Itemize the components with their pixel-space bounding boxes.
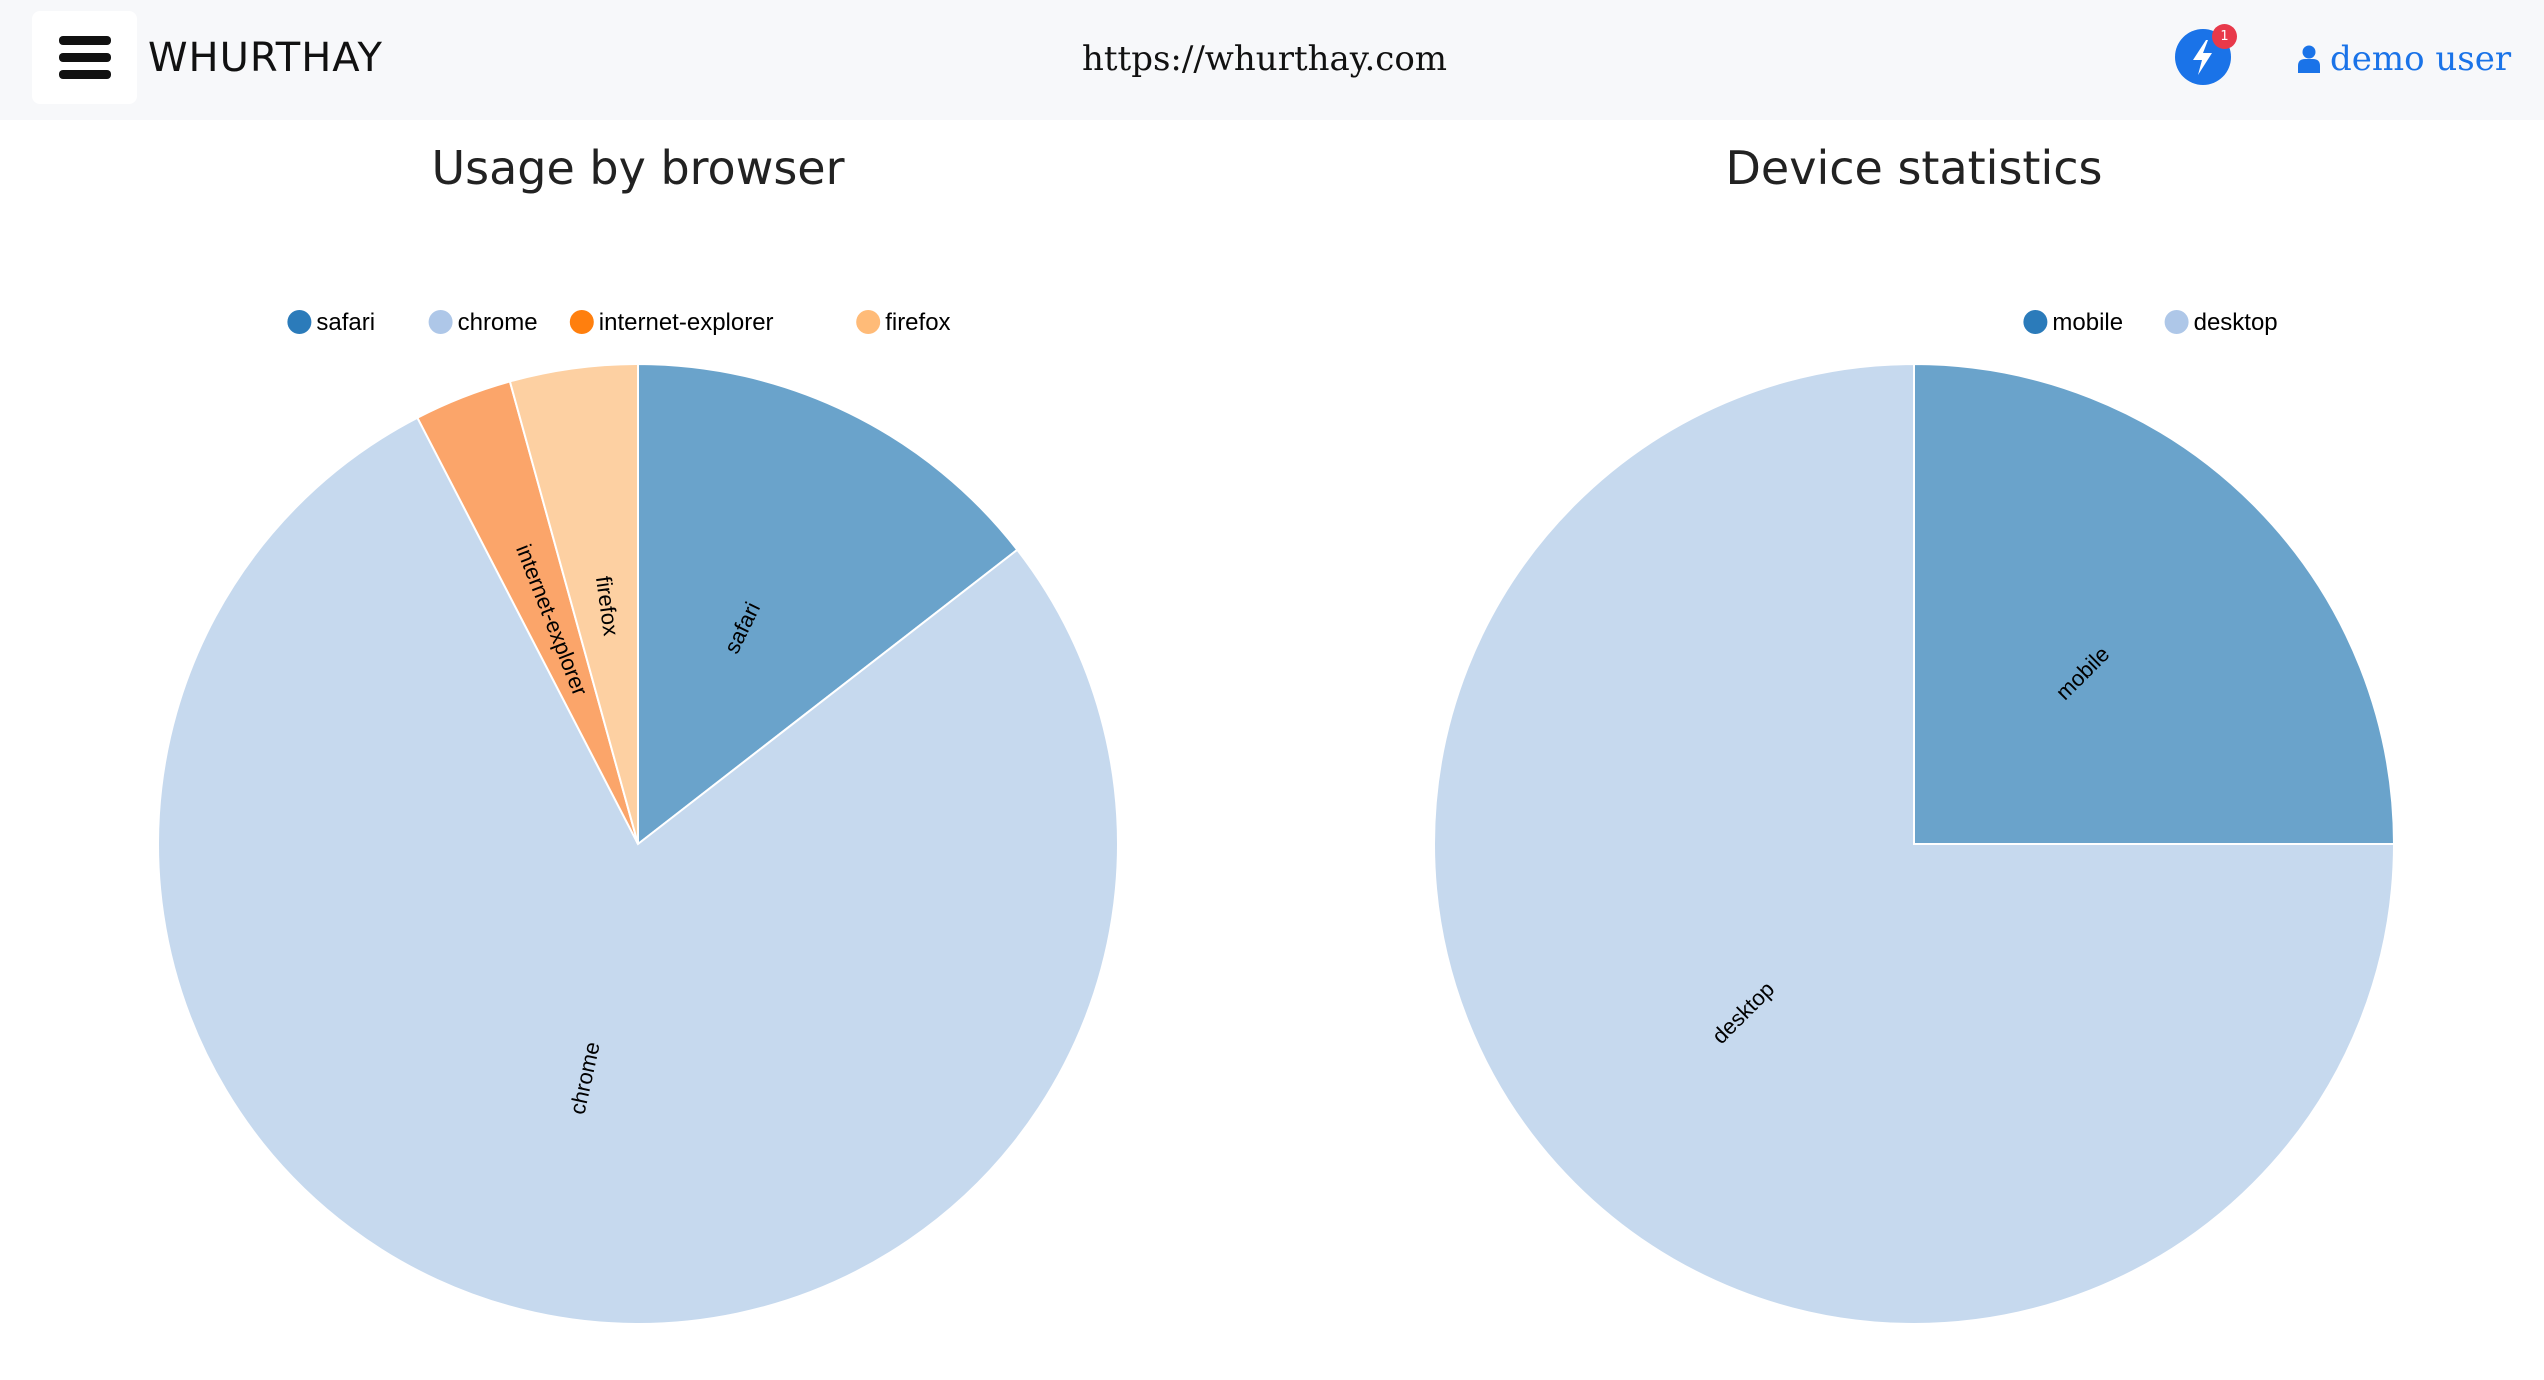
legend-item-mobile[interactable]: mobile (2023, 309, 2123, 336)
hamburger-icon (59, 36, 111, 45)
user-name-label: demo user (2330, 39, 2512, 79)
legend-item-internet-explorer[interactable]: internet-explorer (569, 309, 774, 336)
pie-slice-chrome[interactable] (157, 416, 1119, 1325)
legend-label-desktop: desktop (2194, 309, 2278, 336)
site-url-text: https://whurthay.com (1082, 39, 1448, 79)
legend-item-chrome[interactable]: chrome (428, 309, 538, 336)
legend-swatch-chrome (428, 310, 453, 334)
legend-item-desktop[interactable]: desktop (2164, 309, 2278, 336)
pie-slice-desktop[interactable] (1433, 362, 2396, 1325)
user-icon (2298, 45, 2320, 73)
legend-swatch-firefox (856, 310, 881, 334)
legend-item-firefox[interactable]: firefox (856, 309, 951, 336)
hamburger-menu-button[interactable] (32, 11, 137, 104)
legend-label-firefox: firefox (885, 309, 950, 336)
legend-swatch-internet-explorer (569, 310, 594, 334)
legend-swatch-mobile (2023, 310, 2048, 334)
pie-slice-firefox[interactable] (508, 362, 639, 845)
pie-legend: mobile desktop (2023, 309, 2278, 336)
legend-label-safari: safari (316, 309, 375, 336)
chart-title-device-statistics: Device statistics (1725, 141, 2103, 195)
legend-label-internet-explorer: internet-explorer (599, 309, 774, 336)
user-menu-link[interactable]: demo user (2298, 34, 2511, 84)
pie-slice-mobile[interactable] (1913, 362, 2396, 845)
chart-title-usage-by-browser: Usage by browser (431, 141, 845, 195)
pie-slice-safari[interactable] (637, 362, 1019, 847)
top-navbar: WHURTHAY https://whurthay.com 1 demo use… (0, 0, 2544, 120)
legend-label-chrome: chrome (458, 309, 538, 336)
legend-label-mobile: mobile (2052, 309, 2123, 336)
lightning-bolt-icon (2193, 40, 2212, 75)
hamburger-icon-bar (59, 70, 111, 79)
browser-usage-pie-chart: safari chrome internet-explorer firefoxsafa… (157, 309, 1119, 1325)
hamburger-icon-bar (59, 53, 111, 62)
brand-logo-text[interactable]: WHURTHAY (148, 35, 383, 81)
legend-item-safari[interactable]: safari (287, 309, 375, 336)
legend-swatch-safari (287, 310, 312, 334)
pie-legend: safari chrome internet-explorer firefox (287, 309, 951, 336)
legend-swatch-desktop (2164, 310, 2189, 334)
notification-count-badge: 1 (2212, 24, 2237, 49)
